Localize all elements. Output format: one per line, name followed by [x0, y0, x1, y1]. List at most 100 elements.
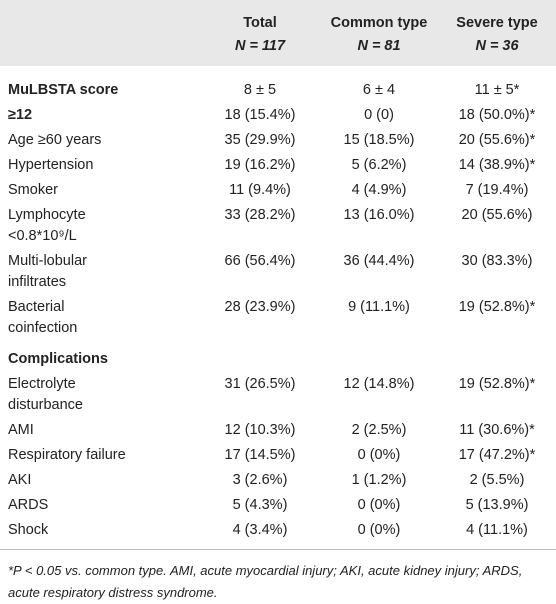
table-row: Respiratory failure 17 (14.5%) 0 (0%) 17 (4…	[0, 443, 556, 468]
cell: 17 (47.2%)*	[458, 447, 536, 463]
cell: 17 (14.5%)	[224, 447, 296, 463]
cell: 11 ± 5*	[474, 82, 520, 98]
row-label-line: Lymphocyte	[8, 207, 86, 223]
cell: 12 (14.8%)	[343, 376, 415, 392]
row-label: Electrolyte disturbance	[0, 372, 200, 418]
column-n: N = 117	[234, 38, 286, 54]
row-label: Age ≥60 years	[0, 128, 200, 153]
row-label: Hypertension	[0, 153, 200, 178]
cell: 28 (23.9%)	[224, 299, 296, 315]
cell: 30 (83.3%)	[461, 253, 533, 269]
row-label: Lymphocyte <0.8*10⁹/L	[0, 203, 200, 249]
cell: 19 (16.2%)	[224, 157, 296, 173]
cell	[438, 341, 556, 372]
table-row: MuLBSTA score 8 ± 5 6 ± 4 11 ± 5*	[0, 66, 556, 103]
cell: 33 (28.2%)	[224, 207, 296, 223]
row-label-line: AKI	[8, 472, 32, 488]
row-label: AKI	[0, 468, 200, 493]
cell: 18 (50.0%)*	[458, 107, 536, 123]
table-row: Electrolyte disturbance 31 (26.5%) 12 (14.8…	[0, 372, 556, 418]
cell: 66 (56.4%)	[224, 253, 296, 269]
table-header: Total N = 117 Common type N = 81 Severe type…	[0, 0, 556, 66]
row-label-line: ARDS	[8, 497, 49, 513]
row-label: ARDS	[0, 493, 200, 518]
row-label-line: Complications	[8, 351, 108, 367]
row-label-line: Multi-lobular	[8, 253, 87, 269]
cell: 2 (5.5%)	[469, 472, 525, 488]
cell: 5 (6.2%)	[351, 157, 407, 173]
cell: 18 (15.4%)	[224, 107, 296, 123]
table-body: MuLBSTA score 8 ± 5 6 ± 4 11 ± 5* ≥12 18 (15.…	[0, 66, 556, 550]
cell: 11 (9.4%)	[229, 182, 291, 198]
row-label: MuLBSTA score	[0, 66, 200, 103]
table-row: Age ≥60 years 35 (29.9%) 15 (18.5%) 20 (55.…	[0, 128, 556, 153]
column-header: Severe type N = 36	[438, 0, 556, 66]
cell: 36 (44.4%)	[343, 253, 415, 269]
row-label-line: Age ≥60 years	[8, 132, 102, 148]
row-label-line: Smoker	[8, 182, 58, 198]
table-row: ARDS 5 (4.3%) 0 (0%) 5 (13.9%)	[0, 493, 556, 518]
table-row: Lymphocyte <0.8*10⁹/L 33 (28.2%) 13 (16.0%)…	[0, 203, 556, 249]
column-n: N = 36	[475, 38, 519, 54]
row-label-line: <0.8*10⁹/L	[8, 228, 77, 244]
row-label-line: AMI	[8, 422, 34, 438]
row-label: Bacterial coinfection	[0, 295, 200, 341]
cell: 2 (2.5%)	[351, 422, 407, 438]
table-row: Bacterial coinfection 28 (23.9%) 9 (11.1%) 1…	[0, 295, 556, 341]
cell: 7 (19.4%)	[465, 182, 529, 198]
table-row: AKI 3 (2.6%) 1 (1.2%) 2 (5.5%)	[0, 468, 556, 493]
cell: 0 (0)	[364, 107, 394, 123]
row-label: AMI	[0, 418, 200, 443]
header-row: Total N = 117 Common type N = 81 Severe type…	[0, 0, 556, 66]
row-label: ≥12	[0, 103, 200, 128]
table-row: Smoker 11 (9.4%) 4 (4.9%) 7 (19.4%)	[0, 178, 556, 203]
cell: 3 (2.6%)	[232, 472, 288, 488]
table-row: ≥12 18 (15.4%) 0 (0) 18 (50.0%)*	[0, 103, 556, 128]
cell: 5 (4.3%)	[232, 497, 288, 513]
cell	[200, 341, 320, 372]
cell: 11 (30.6%)*	[459, 422, 535, 438]
cell: 5 (13.9%)	[465, 497, 529, 513]
cell: 0 (0%)	[320, 518, 438, 550]
cell: 9 (11.1%)	[348, 299, 410, 315]
row-label: Shock	[0, 518, 200, 550]
row-label: Multi-lobular infiltrates	[0, 249, 200, 295]
cell: 12 (10.3%)	[224, 422, 296, 438]
row-label-line: Shock	[8, 522, 49, 538]
row-label-line: ≥12	[8, 107, 33, 123]
column-title: Severe type	[456, 15, 538, 31]
row-label-line: Electrolyte	[8, 376, 76, 392]
cell: 19 (52.8%)*	[458, 299, 536, 315]
column-header: Common type N = 81	[320, 0, 438, 66]
cell: 31 (26.5%)	[224, 376, 296, 392]
row-label: Smoker	[0, 178, 200, 203]
cell	[320, 341, 438, 372]
row-label-line: disturbance	[8, 397, 83, 413]
column-header: Total N = 117	[200, 0, 320, 66]
cell: 0 (0%)	[357, 447, 401, 463]
row-label-line: Hypertension	[8, 157, 94, 173]
cell: 4 (3.4%)	[200, 518, 320, 550]
cell: 14 (38.9%)*	[458, 157, 536, 173]
row-label-line: MuLBSTA score	[8, 82, 119, 98]
cell: 20 (55.6%)	[461, 207, 533, 223]
data-table: Total N = 117 Common type N = 81 Severe type…	[0, 0, 556, 550]
row-label: Respiratory failure	[0, 443, 200, 468]
cell: 8 ± 5	[243, 82, 277, 98]
table-row: AMI 12 (10.3%) 2 (2.5%) 11 (30.6%)*	[0, 418, 556, 443]
column-title: Common type	[330, 15, 428, 31]
cell: 15 (18.5%)	[343, 132, 415, 148]
cell: 0 (0%)	[357, 497, 401, 513]
footnote: *P < 0.05 vs. common type. AMI, acute my…	[8, 563, 523, 600]
row-label: Complications	[0, 341, 200, 372]
cell: 35 (29.9%)	[224, 132, 296, 148]
cell: 20 (55.6%)*	[458, 132, 536, 148]
cell: 4 (4.9%)	[351, 182, 407, 198]
cell: 4 (11.1%)	[438, 518, 556, 550]
header-blank	[0, 0, 200, 66]
cell: 1 (1.2%)	[351, 472, 407, 488]
cell: 6 ± 4	[362, 82, 396, 98]
column-title: Total	[243, 15, 277, 31]
table-row: Complications	[0, 341, 556, 372]
